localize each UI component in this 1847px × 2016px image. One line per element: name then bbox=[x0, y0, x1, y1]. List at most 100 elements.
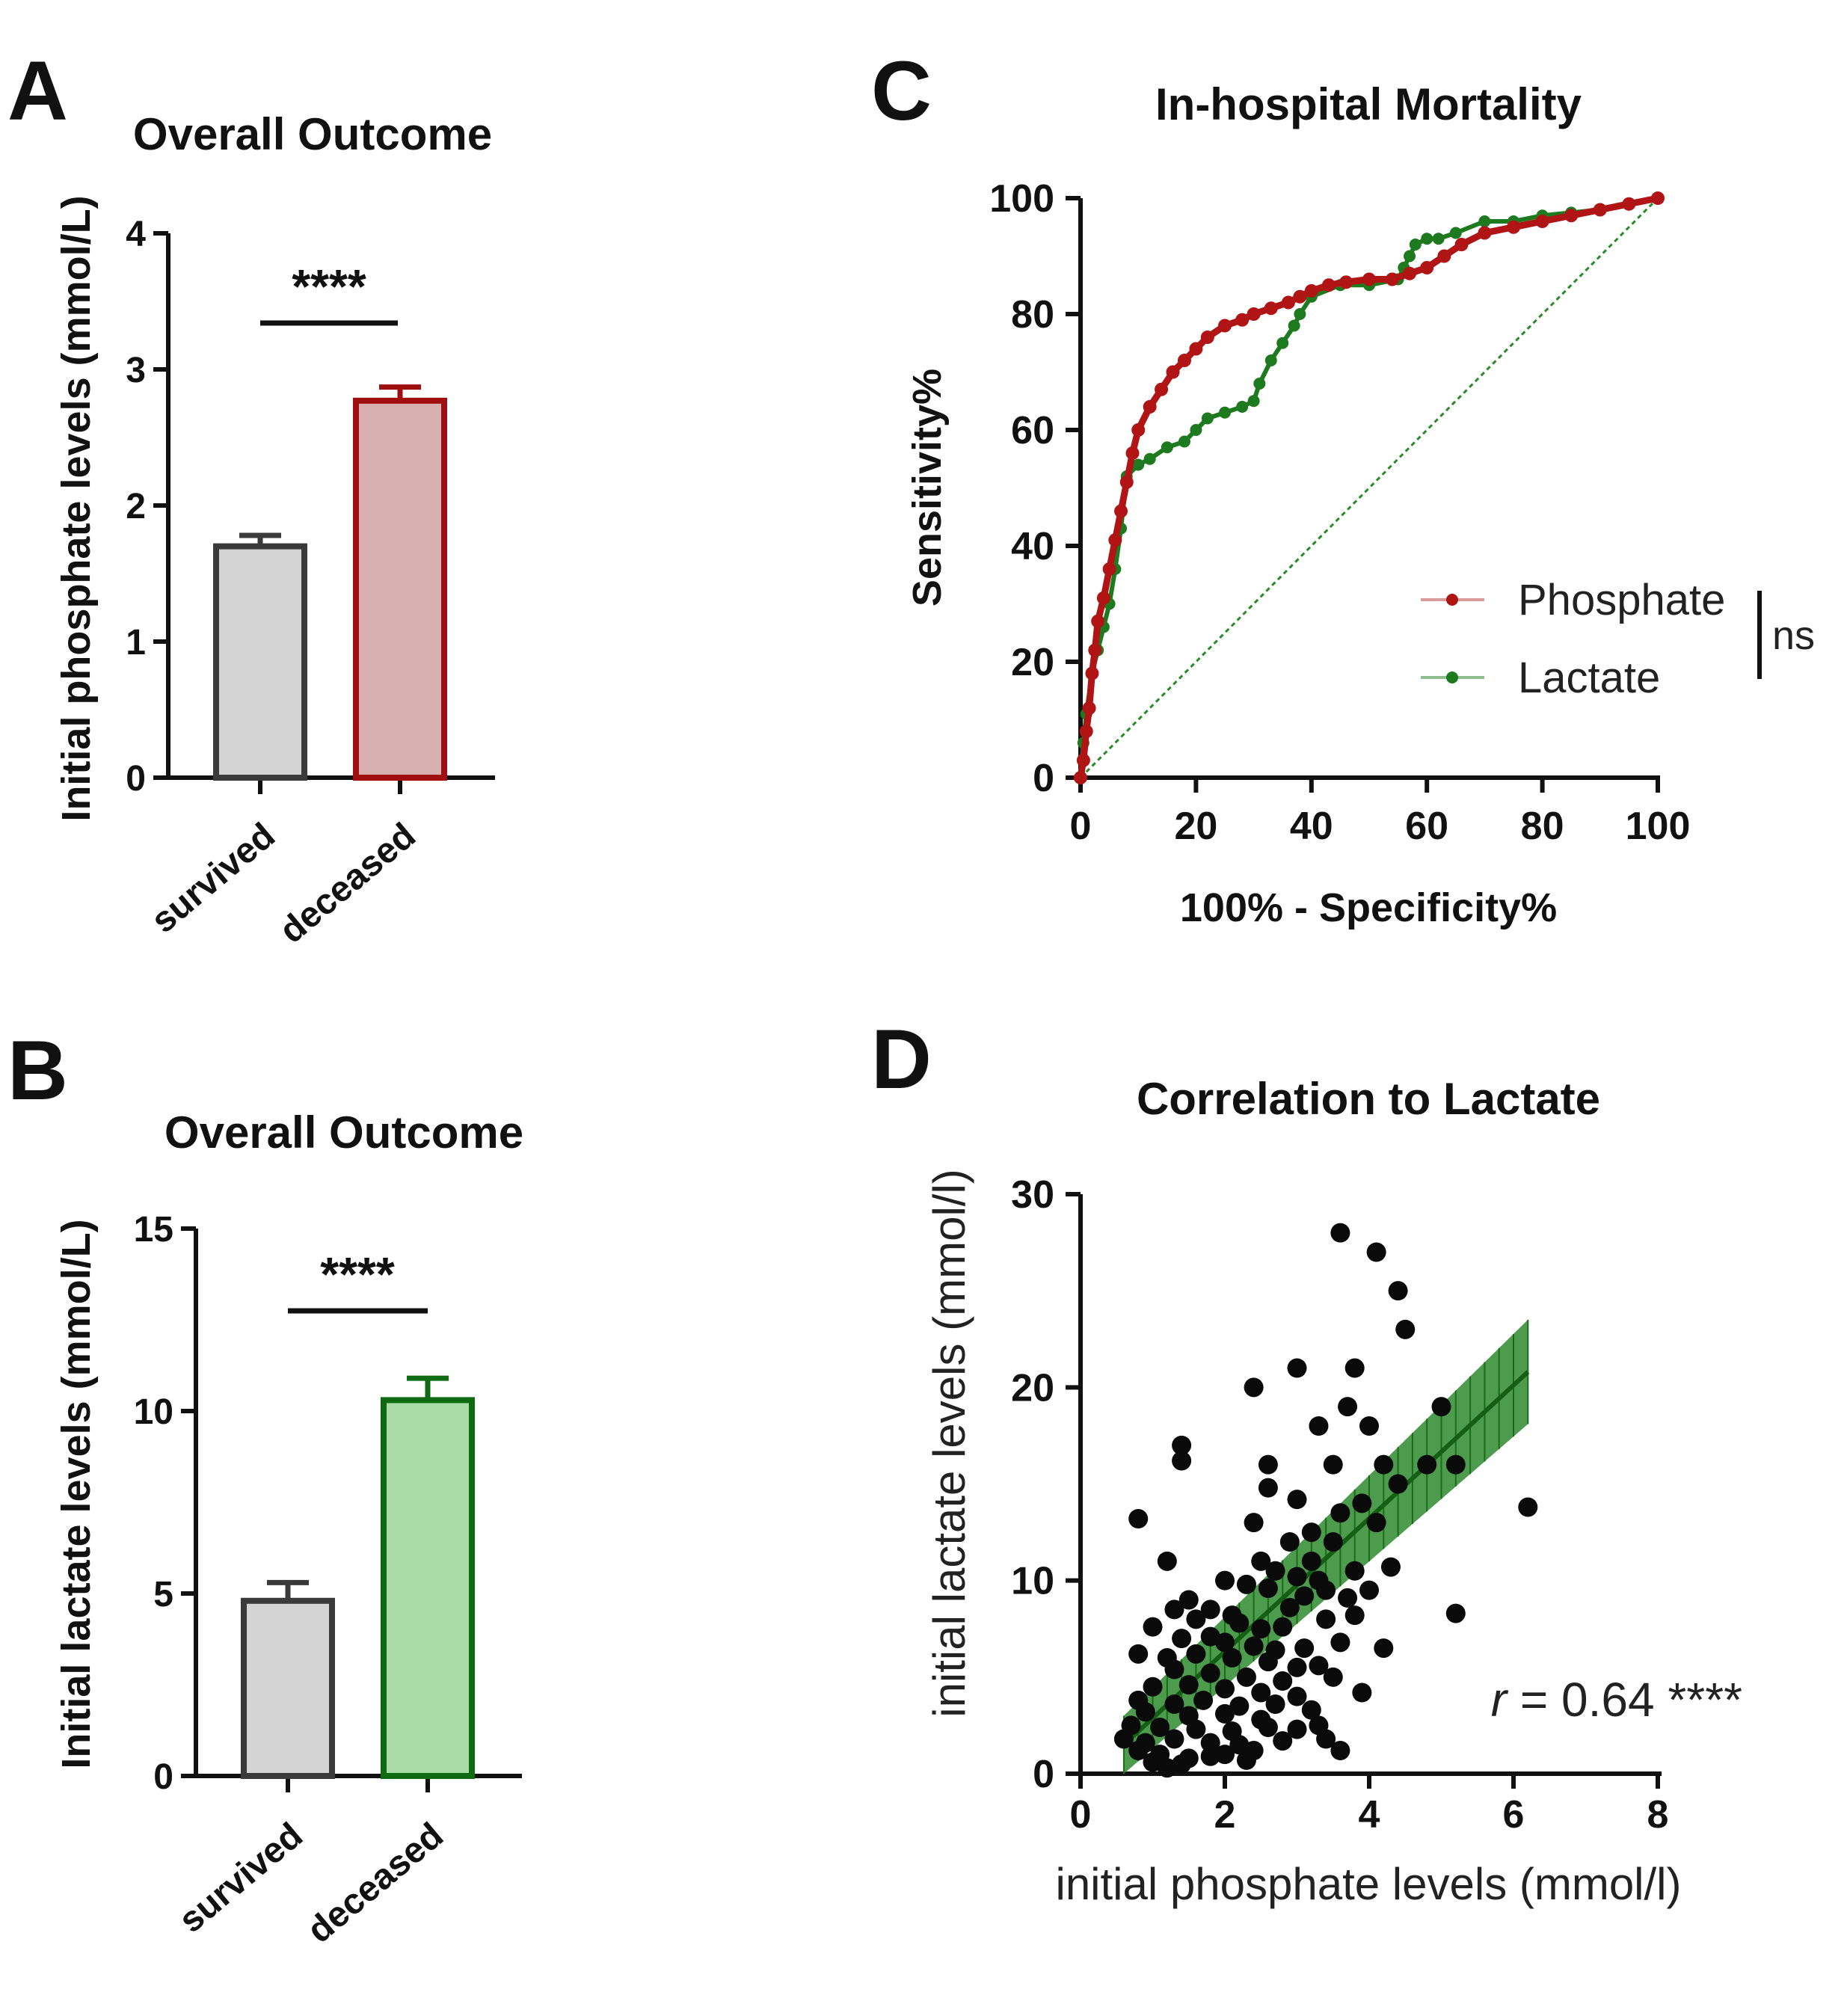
scatter-point bbox=[1287, 1719, 1307, 1739]
roc-point bbox=[1132, 458, 1145, 471]
scatter-point bbox=[1323, 1454, 1343, 1475]
bar-survived bbox=[213, 543, 307, 781]
roc-point bbox=[1125, 446, 1140, 460]
scatter-point bbox=[1164, 1694, 1184, 1714]
scatter-point bbox=[1215, 1703, 1235, 1724]
scatter-point bbox=[1395, 1319, 1416, 1339]
roc-point bbox=[1253, 378, 1266, 390]
y-tick-label: 15 bbox=[134, 1210, 173, 1250]
panel-a-significance-stars: **** bbox=[292, 259, 366, 313]
scatter-point bbox=[1251, 1682, 1271, 1703]
legend-comparison-label: ns bbox=[1772, 613, 1815, 658]
roc-point bbox=[1362, 272, 1376, 286]
scatter-point bbox=[1135, 1702, 1155, 1722]
scatter-point bbox=[1164, 1599, 1184, 1620]
scatter-point bbox=[1323, 1667, 1343, 1687]
scatter-point bbox=[1338, 1588, 1358, 1608]
x-tick-label: 4 bbox=[1359, 1793, 1380, 1837]
roc-point bbox=[1108, 533, 1122, 547]
scatter-point bbox=[1164, 1659, 1184, 1680]
scatter-point bbox=[1186, 1719, 1206, 1739]
panel-d-y-axis-label: initial lactate levels (mmol/l) bbox=[924, 1169, 974, 1718]
scatter-point bbox=[1258, 1652, 1278, 1672]
x-tick-label: 8 bbox=[1647, 1793, 1669, 1837]
scatter-point bbox=[1143, 1617, 1163, 1637]
roc-point bbox=[1114, 504, 1128, 518]
panel-b-category-survived: survived bbox=[172, 1816, 310, 1941]
scatter-point bbox=[1287, 1686, 1307, 1706]
bar-survived bbox=[241, 1597, 335, 1780]
scatter-point bbox=[1417, 1454, 1437, 1475]
scatter-point bbox=[1301, 1551, 1321, 1571]
panel-d-title: Correlation to Lactate bbox=[1137, 1074, 1600, 1124]
roc-point bbox=[1102, 562, 1116, 576]
x-tick-label: 0 bbox=[1070, 1793, 1092, 1837]
roc-point bbox=[1276, 336, 1289, 349]
roc-point bbox=[1535, 215, 1549, 228]
y-tick-label: 0 bbox=[1033, 757, 1054, 800]
scatter-point bbox=[1330, 1741, 1350, 1760]
scatter-point bbox=[1287, 1657, 1307, 1677]
roc-point bbox=[1421, 233, 1433, 245]
roc-point bbox=[1076, 753, 1090, 767]
scatter-point bbox=[1172, 1435, 1192, 1455]
x-tick-label: 0 bbox=[1070, 805, 1092, 848]
roc-point bbox=[1432, 233, 1445, 245]
scatter-point bbox=[1344, 1358, 1365, 1378]
panel-c-roc-curves bbox=[1074, 191, 1665, 784]
roc-point bbox=[1507, 220, 1520, 234]
roc-point bbox=[1339, 275, 1353, 289]
x-tick-label: 40 bbox=[1290, 805, 1333, 848]
roc-point bbox=[1449, 227, 1462, 239]
x-tick-label: 80 bbox=[1521, 805, 1564, 848]
scatter-point bbox=[1251, 1551, 1271, 1571]
scatter-point bbox=[1244, 1377, 1264, 1398]
scatter-point bbox=[1200, 1746, 1220, 1766]
scatter-point bbox=[1352, 1493, 1372, 1513]
roc-point bbox=[1420, 261, 1434, 274]
panel-a-y-ticks: 0 1 2 3 4 bbox=[126, 215, 402, 799]
scatter-point bbox=[1200, 1733, 1220, 1753]
y-tick-label: 3 bbox=[126, 351, 146, 390]
roc-point bbox=[1622, 197, 1636, 211]
panel-a: A Overall Outcome Initial phosphate leve… bbox=[7, 44, 495, 951]
scatter-point bbox=[1374, 1454, 1394, 1475]
scatter-point bbox=[1279, 1532, 1300, 1552]
scatter-point bbox=[1113, 1729, 1134, 1749]
y-tick-label: 0 bbox=[126, 759, 146, 799]
scatter-point bbox=[1445, 1454, 1466, 1475]
roc-point bbox=[1178, 435, 1190, 448]
roc-point bbox=[1082, 701, 1096, 715]
scatter-point bbox=[1273, 1731, 1293, 1751]
scatter-point bbox=[1215, 1679, 1235, 1699]
roc-point bbox=[1478, 226, 1492, 240]
scatter-point bbox=[1157, 1758, 1177, 1778]
bar-deceased bbox=[381, 1397, 475, 1779]
panel-b-significance-stars: **** bbox=[320, 1247, 395, 1301]
y-tick-label: 30 bbox=[1011, 1173, 1054, 1217]
roc-point bbox=[1190, 424, 1202, 436]
y-tick-label: 0 bbox=[153, 1757, 173, 1797]
scatter-point bbox=[1431, 1397, 1451, 1417]
panel-a-title: Overall Outcome bbox=[133, 109, 492, 159]
scatter-point bbox=[1164, 1729, 1184, 1749]
scatter-point bbox=[1229, 1696, 1250, 1716]
panel-d-r-value: = 0.64 **** bbox=[1507, 1673, 1742, 1727]
scatter-point bbox=[1215, 1745, 1235, 1765]
panel-c-letter: C bbox=[871, 44, 932, 138]
roc-point bbox=[1219, 406, 1231, 419]
scatter-point bbox=[1273, 1617, 1293, 1637]
y-tick-label: 0 bbox=[1033, 1753, 1054, 1796]
panel-d-x-axis-label: initial phosphate levels (mmol/l) bbox=[1055, 1859, 1681, 1909]
roc-point bbox=[1264, 301, 1278, 316]
roc-point bbox=[1403, 266, 1417, 280]
scatter-point bbox=[1128, 1741, 1149, 1760]
roc-point bbox=[1264, 354, 1277, 366]
panel-d-r-symbol: r bbox=[1491, 1673, 1509, 1727]
scatter-point bbox=[1287, 1567, 1307, 1587]
roc-point bbox=[1293, 289, 1307, 304]
panel-c-title: In-hospital Mortality bbox=[1155, 79, 1582, 129]
panel-b-category-deceased: deceased bbox=[300, 1816, 451, 1951]
panel-d: D Correlation to Lactate initial lactate… bbox=[871, 1012, 1742, 1909]
scatter-point bbox=[1301, 1700, 1321, 1720]
